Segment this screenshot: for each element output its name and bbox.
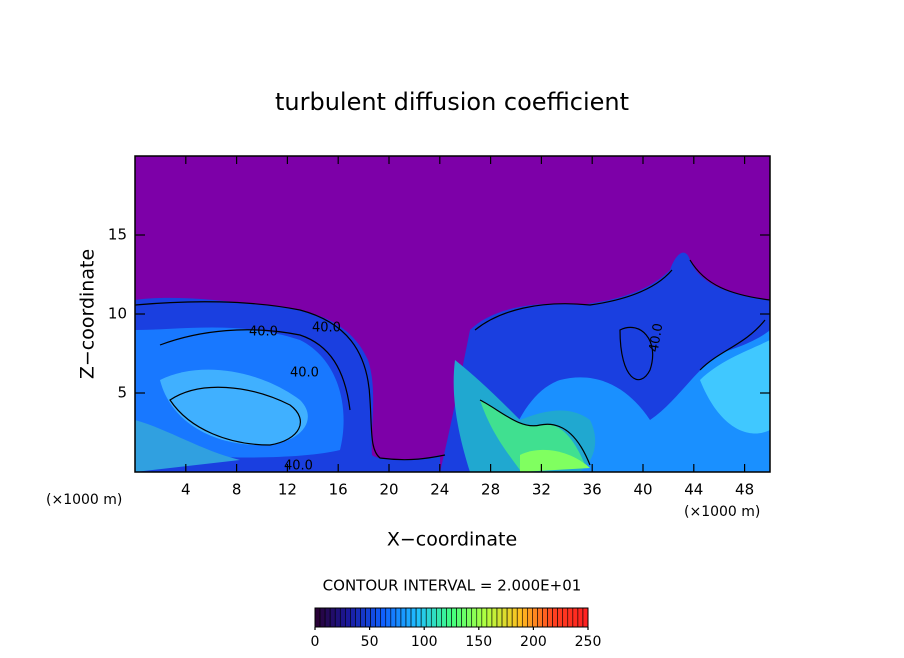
y-unit-label: (×1000 m): [46, 492, 122, 508]
colorbar-cell: [542, 607, 548, 628]
colorbar-cell: [370, 607, 376, 628]
contour-label: 40.0: [312, 321, 341, 336]
colorbar-cell: [385, 607, 392, 628]
colorbar-cell: [567, 607, 574, 628]
colorbar-tick-label: 250: [575, 634, 602, 650]
contour-label: 40.0: [284, 459, 313, 474]
colorbar-cell: [461, 607, 467, 628]
region: [700, 340, 770, 434]
x-tick-label: 40: [633, 481, 652, 499]
x-tick-label: 20: [379, 481, 398, 499]
region: [135, 420, 240, 472]
colorbar-cell: [390, 607, 397, 628]
colorbar-cell: [365, 607, 371, 628]
colorbar-cell: [491, 607, 498, 628]
colorbar-cell: [496, 607, 503, 628]
colorbar-cell: [516, 607, 523, 628]
contour-label: 40.0: [290, 366, 319, 381]
x-tick-label: 28: [481, 481, 500, 499]
colorbar-cell: [466, 607, 473, 628]
x-tick-label: 12: [278, 481, 297, 499]
contour-field: [135, 252, 770, 472]
colorbar-cell: [446, 607, 452, 628]
colorbar-tick-label: 150: [465, 634, 492, 650]
x-tick-label: 36: [583, 481, 602, 499]
colorbar-cell: [547, 607, 553, 628]
colorbar: 0 50 100 150 200 250: [311, 607, 602, 650]
colorbar-cell: [415, 607, 422, 628]
colorbar-cell: [577, 607, 584, 628]
colorbar-cell: [355, 607, 361, 628]
colorbar-cell: [345, 607, 351, 628]
colorbar-cell: [521, 607, 528, 628]
colorbar-cell: [486, 607, 493, 628]
y-axis-label: Z−coordinate: [77, 249, 99, 379]
colorbar-cell: [471, 607, 478, 628]
contour-label: 40.0: [249, 325, 278, 340]
colorbar-cell: [420, 607, 427, 628]
colorbar-cell: [506, 607, 513, 628]
colorbar-cell: [557, 607, 564, 628]
colorbar-cell: [532, 607, 538, 628]
colorbar-cell: [537, 607, 543, 628]
colorbar-tick-label: 50: [361, 634, 379, 650]
contour-label: 40.0: [647, 322, 667, 353]
colorbar-cell: [375, 607, 382, 628]
y-tick-label: 10: [108, 305, 127, 323]
region: [520, 449, 590, 472]
colorbar-cell: [425, 607, 432, 628]
colorbar-frame: [314, 607, 589, 628]
x-tick-label: 16: [329, 481, 348, 499]
colorbar-tick-label: 200: [520, 634, 547, 650]
colorbar-cell: [552, 607, 558, 628]
colorbar-cell: [350, 607, 356, 628]
colorbar-cell: [334, 607, 341, 628]
colorbar-cell: [314, 607, 321, 628]
colorbar-cell: [395, 607, 402, 628]
colorbar-cell: [319, 607, 326, 628]
colorbar-cell: [582, 607, 589, 628]
colorbar-cell: [501, 607, 508, 628]
x-tick-label: 48: [735, 481, 754, 499]
colorbar-cell: [441, 607, 447, 628]
x-tick-label: 32: [532, 481, 551, 499]
colorbar-cell: [527, 607, 533, 628]
x-unit-label: (×1000 m): [684, 504, 760, 520]
colorbar-cell: [481, 607, 488, 628]
colorbar-cell: [511, 607, 518, 628]
x-axis-label: X−coordinate: [387, 529, 517, 551]
colorbar-cell: [430, 607, 437, 628]
colorbar-cell: [405, 607, 412, 628]
colorbar-cell: [400, 607, 407, 628]
y-tick-label: 5: [117, 384, 127, 402]
colorbar-cell: [572, 607, 579, 628]
colorbar-cell: [360, 607, 366, 628]
chart-title: turbulent diffusion coefficient: [275, 88, 629, 116]
colorbar-cell: [456, 607, 462, 628]
x-tick-label: 44: [684, 481, 703, 499]
x-tick-label: 8: [232, 481, 242, 499]
colorbar-cell: [410, 607, 417, 628]
colorbar-cell: [451, 607, 457, 628]
x-tick-label: 24: [430, 481, 449, 499]
colorbar-cell: [476, 607, 483, 628]
colorbar-cell: [562, 607, 569, 628]
y-tick-label: 15: [108, 226, 127, 244]
colorbar-tick-label: 0: [311, 634, 320, 650]
x-tick-label: 4: [181, 481, 191, 499]
colorbar-cell: [329, 607, 336, 628]
contour-interval: CONTOUR INTERVAL = 2.000E+01: [323, 577, 582, 595]
colorbar-cell: [339, 607, 346, 628]
colorbar-tick-label: 100: [411, 634, 438, 650]
colorbar-cell: [324, 607, 331, 628]
colorbar-cell: [436, 607, 442, 628]
colorbar-cell: [380, 607, 387, 628]
